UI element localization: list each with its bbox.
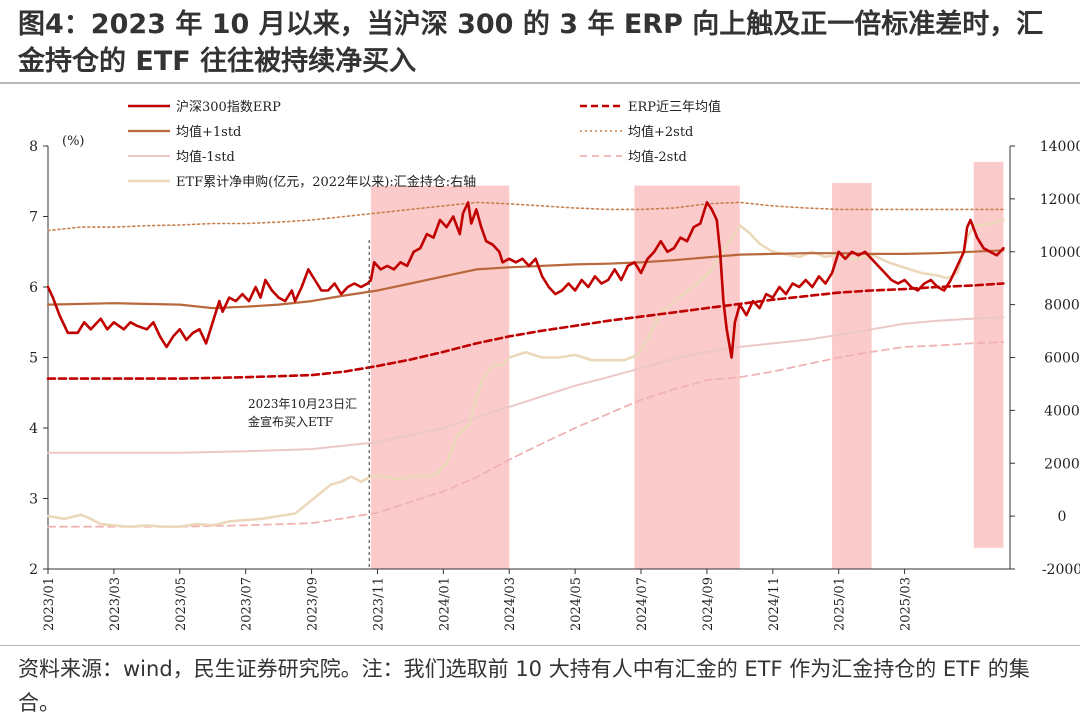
x-tick-label: 2023/05 bbox=[174, 577, 189, 631]
x-tick-label: 2024/07 bbox=[635, 577, 650, 631]
axes: 2 3 4 5 6 7 8 (%) -2000 0 2000 4000 6000 8000 10000 120… bbox=[29, 134, 1080, 631]
x-tick-label: 2023/09 bbox=[306, 577, 321, 631]
legend-label-etf: ETF累计净申购(亿元，2022年以来):汇金持仓:右轴 bbox=[176, 174, 476, 190]
title-divider bbox=[0, 82, 1080, 84]
right-tick-label: 12000 bbox=[1040, 192, 1080, 208]
left-tick-label: 3 bbox=[29, 492, 38, 508]
right-tick-label: 14000 bbox=[1040, 139, 1080, 155]
shaded-regions bbox=[370, 161, 1004, 569]
right-tick-label: 0 bbox=[1058, 509, 1067, 525]
shaded-region-2 bbox=[634, 185, 740, 569]
left-tick-label: 7 bbox=[29, 210, 38, 226]
shaded-region-4 bbox=[973, 161, 1004, 548]
right-tick-label: 8000 bbox=[1044, 298, 1080, 314]
x-tick-label: 2024/03 bbox=[503, 577, 518, 631]
x-tick-label: 2025/01 bbox=[833, 577, 848, 631]
x-tick-label: 2024/01 bbox=[437, 577, 452, 631]
chart: 2 3 4 5 6 7 8 (%) -2000 0 2000 4000 6000 8000 10000 120… bbox=[29, 99, 1080, 631]
legend-label-plus2: 均值+2std bbox=[628, 124, 693, 140]
series-line-minus1 bbox=[47, 316, 1005, 454]
shaded-region-3 bbox=[832, 183, 872, 569]
series-lines bbox=[46, 201, 1005, 528]
right-tick-label: 4000 bbox=[1044, 403, 1080, 419]
right-tick-label: -2000 bbox=[1042, 562, 1080, 578]
x-tick-label: 2023/01 bbox=[42, 577, 57, 631]
series-line-erp bbox=[46, 201, 1005, 359]
x-tick-label: 2023/03 bbox=[108, 577, 123, 631]
right-tick-label: 6000 bbox=[1044, 351, 1080, 367]
right-tick-label: 2000 bbox=[1044, 456, 1080, 472]
x-tick-label: 2023/07 bbox=[240, 577, 255, 631]
shaded-region-1 bbox=[370, 185, 510, 569]
series-line-plus2 bbox=[47, 201, 1005, 232]
legend-label-plus1: 均值+1std bbox=[176, 124, 241, 140]
left-tick-label: 4 bbox=[29, 421, 38, 437]
annotation-text: 2023年10月23日汇 bbox=[248, 397, 357, 411]
series-line-mean bbox=[46, 282, 1005, 380]
right-tick-label: 10000 bbox=[1040, 245, 1080, 261]
chart-title: 图4：2023 年 10 月以来，当沪深 300 的 3 年 ERP 向上触及正… bbox=[18, 9, 1044, 77]
annotation-text: 金宣布买入ETF bbox=[248, 414, 333, 429]
legend-label-mean: ERP近三年均值 bbox=[628, 99, 721, 115]
left-tick-label: 8 bbox=[29, 139, 38, 155]
legend-label-erp: 沪深300指数ERP bbox=[176, 99, 281, 115]
legend-label-minus1: 均值-1std bbox=[176, 149, 235, 165]
x-tick-label: 2024/05 bbox=[569, 577, 584, 631]
left-tick-label: 2 bbox=[29, 562, 38, 578]
x-tick-label: 2025/03 bbox=[899, 577, 914, 631]
footer-divider bbox=[0, 645, 1080, 646]
left-axis-unit: (%) bbox=[62, 134, 85, 149]
x-tick-label: 2024/09 bbox=[701, 577, 716, 631]
x-tick-label: 2023/11 bbox=[371, 577, 386, 631]
legend-label-minus2: 均值-2std bbox=[628, 149, 687, 165]
series-line-minus2 bbox=[47, 341, 1005, 528]
left-tick-label: 5 bbox=[29, 351, 38, 367]
source-note: 资料来源：wind，民生证券研究院。注：我们选取前 10 大持有人中有汇金的 E… bbox=[18, 657, 1030, 715]
x-tick-label: 2024/11 bbox=[767, 577, 782, 631]
left-tick-label: 6 bbox=[29, 280, 38, 296]
